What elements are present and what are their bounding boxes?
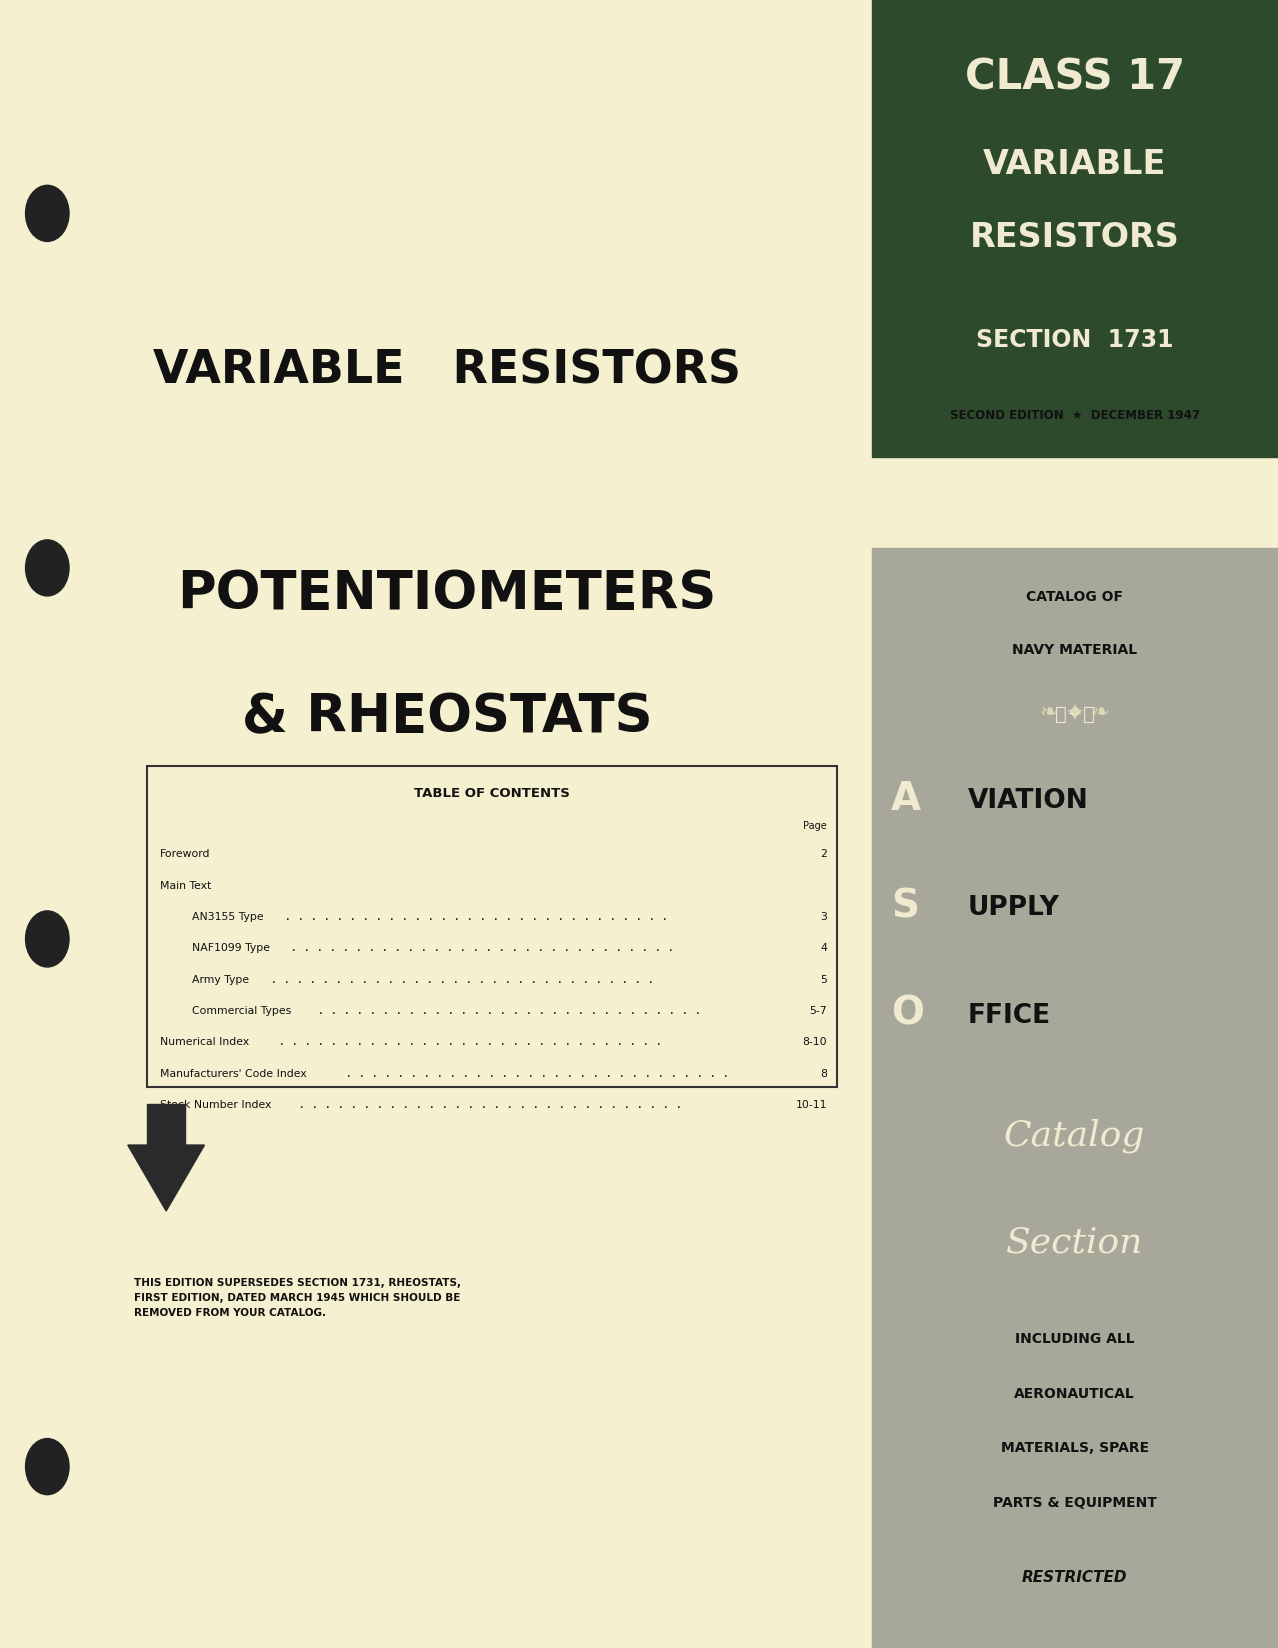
- Text: Army Type: Army Type: [192, 974, 249, 984]
- Text: POTENTIOMETERS: POTENTIOMETERS: [178, 567, 717, 620]
- Text: 〜✦〜: 〜✦〜: [1054, 704, 1095, 723]
- Text: MATERIALS, SPARE: MATERIALS, SPARE: [1001, 1440, 1149, 1454]
- Text: SECTION  1731: SECTION 1731: [976, 328, 1173, 351]
- Text: CLASS 17: CLASS 17: [965, 56, 1185, 99]
- Text: Page: Page: [803, 821, 827, 831]
- Text: . . . . . . . . . . . . . . . . . . . . . . . . . . . . . .: . . . . . . . . . . . . . . . . . . . . …: [311, 1005, 700, 1015]
- Text: Section: Section: [1006, 1224, 1144, 1259]
- Text: AN3155 Type: AN3155 Type: [192, 911, 263, 921]
- Text: FFICE: FFICE: [967, 1002, 1051, 1028]
- Text: . . . . . . . . . . . . . . . . . . . . . . . . . . . . . .: . . . . . . . . . . . . . . . . . . . . …: [293, 1099, 682, 1109]
- Text: 5: 5: [820, 974, 827, 984]
- Circle shape: [26, 1439, 69, 1495]
- Bar: [872, 0, 1278, 458]
- Circle shape: [26, 911, 69, 967]
- Text: VARIABLE   RESISTORS: VARIABLE RESISTORS: [153, 348, 741, 394]
- Text: . . . . . . . . . . . . . . . . . . . . . . . . . . . . . .: . . . . . . . . . . . . . . . . . . . . …: [339, 1068, 728, 1078]
- Text: 5-7: 5-7: [809, 1005, 827, 1015]
- Text: 4: 4: [820, 943, 827, 953]
- Text: SECOND EDITION  ★  DECEMBER 1947: SECOND EDITION ★ DECEMBER 1947: [950, 409, 1200, 422]
- Text: S: S: [891, 887, 919, 925]
- Text: TABLE OF CONTENTS: TABLE OF CONTENTS: [414, 786, 570, 799]
- Text: THIS EDITION SUPERSEDES SECTION 1731, RHEOSTATS,
FIRST EDITION, DATED MARCH 1945: THIS EDITION SUPERSEDES SECTION 1731, RH…: [134, 1277, 461, 1317]
- Text: 8: 8: [820, 1068, 827, 1078]
- Text: . . . . . . . . . . . . . . . . . . . . . . . . . . . . . .: . . . . . . . . . . . . . . . . . . . . …: [272, 1037, 662, 1046]
- Text: O: O: [891, 994, 924, 1032]
- Text: 10-11: 10-11: [795, 1099, 827, 1109]
- Text: UPPLY: UPPLY: [967, 895, 1059, 921]
- Circle shape: [26, 186, 69, 242]
- Text: Main Text: Main Text: [160, 880, 211, 890]
- Text: RESTRICTED: RESTRICTED: [1022, 1569, 1127, 1584]
- Text: NAF1099 Type: NAF1099 Type: [192, 943, 270, 953]
- Text: RESISTORS: RESISTORS: [970, 221, 1180, 254]
- Text: CATALOG OF: CATALOG OF: [1026, 590, 1123, 603]
- Text: 8-10: 8-10: [803, 1037, 827, 1046]
- Bar: [872, 549, 1278, 1648]
- Text: PARTS & EQUIPMENT: PARTS & EQUIPMENT: [993, 1495, 1157, 1508]
- Text: VARIABLE: VARIABLE: [983, 148, 1167, 181]
- Text: Foreword: Foreword: [160, 849, 211, 859]
- Bar: [147, 766, 837, 1088]
- Text: . . . . . . . . . . . . . . . . . . . . . . . . . . . . . .: . . . . . . . . . . . . . . . . . . . . …: [284, 943, 675, 953]
- Text: AERONAUTICAL: AERONAUTICAL: [1015, 1386, 1135, 1399]
- Text: . . . . . . . . . . . . . . . . . . . . . . . . . . . . . .: . . . . . . . . . . . . . . . . . . . . …: [265, 974, 654, 984]
- Text: . . . . . . . . . . . . . . . . . . . . . . . . . . . . . .: . . . . . . . . . . . . . . . . . . . . …: [277, 911, 667, 921]
- Text: 2: 2: [820, 849, 827, 859]
- Circle shape: [26, 541, 69, 597]
- Text: Numerical Index: Numerical Index: [160, 1037, 249, 1046]
- Text: Manufacturers' Code Index: Manufacturers' Code Index: [160, 1068, 307, 1078]
- Text: & RHEOSTATS: & RHEOSTATS: [242, 691, 653, 743]
- Text: Stock Number Index: Stock Number Index: [160, 1099, 271, 1109]
- Bar: [147, 1104, 185, 1145]
- Text: Catalog: Catalog: [1005, 1117, 1145, 1152]
- Text: INCLUDING ALL: INCLUDING ALL: [1015, 1332, 1135, 1345]
- Text: NAVY MATERIAL: NAVY MATERIAL: [1012, 643, 1137, 656]
- Polygon shape: [128, 1145, 204, 1211]
- Text: 3: 3: [820, 911, 827, 921]
- Text: A: A: [891, 780, 921, 817]
- Text: VIATION: VIATION: [967, 788, 1088, 814]
- Text: ❧ ✦ ❧: ❧ ✦ ❧: [1040, 704, 1109, 723]
- Text: Commercial Types: Commercial Types: [192, 1005, 291, 1015]
